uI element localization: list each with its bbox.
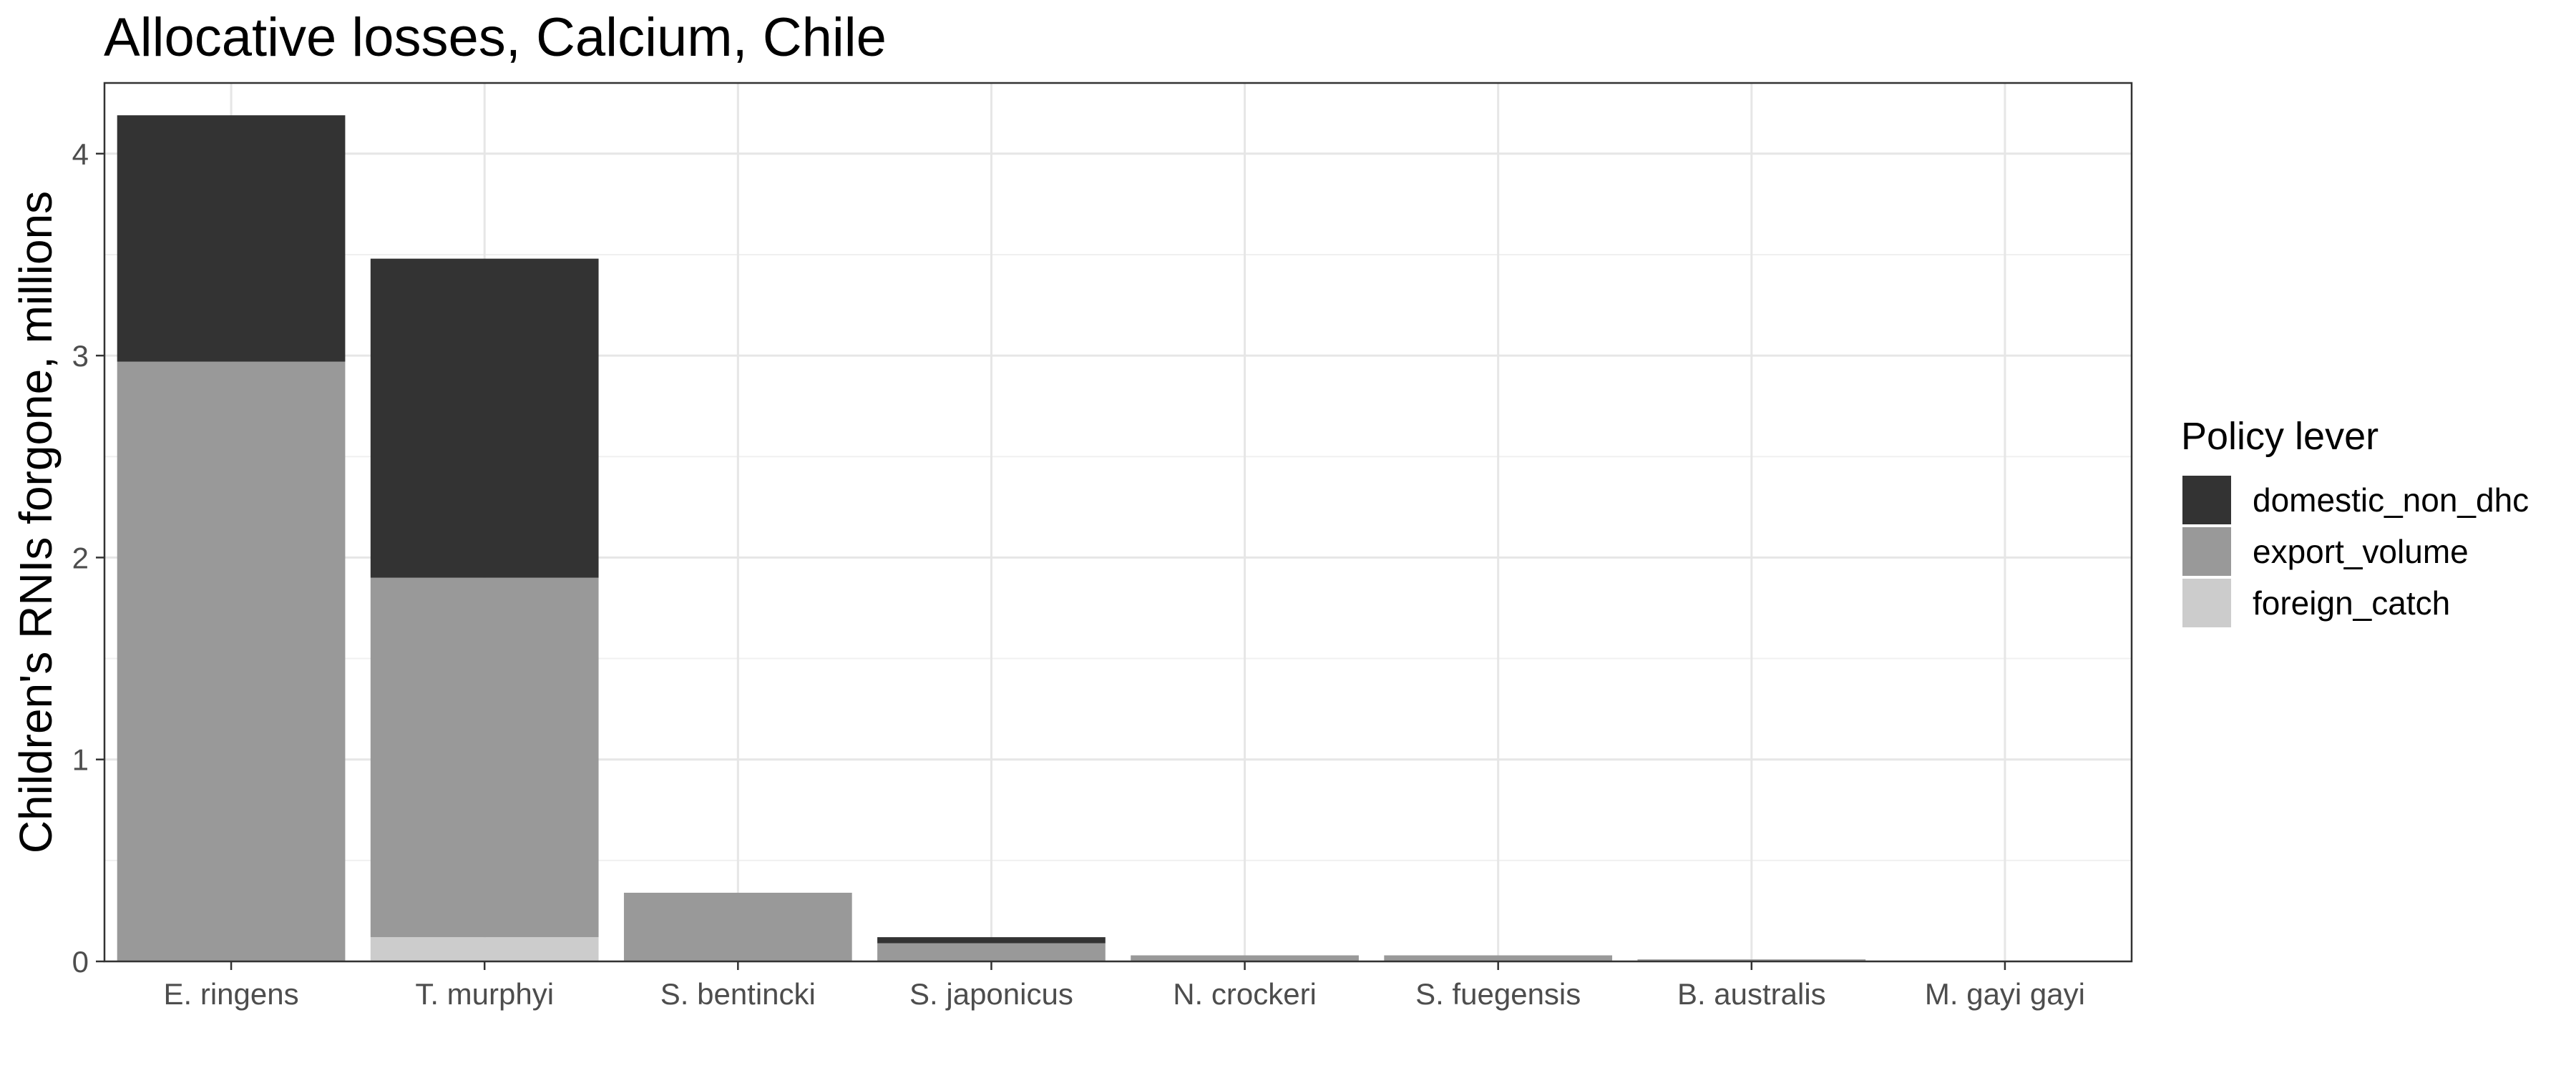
bar-export_volume-2 xyxy=(623,893,852,961)
x-tick-label: E. ringens xyxy=(164,977,299,1011)
x-axis: E. ringens T. murphyi S. bentincki S. japon… xyxy=(164,961,2085,1011)
x-tick-label: M. gayi gayi xyxy=(1925,977,2085,1011)
bars xyxy=(117,115,1866,962)
x-tick-label: N. crockeri xyxy=(1173,977,1317,1011)
bar-export_volume-6 xyxy=(1637,959,1866,961)
x-tick-label: B. australis xyxy=(1677,977,1826,1011)
bar-foreign_catch-1 xyxy=(370,937,599,961)
x-tick-label: S. fuegensis xyxy=(1415,977,1581,1011)
y-tick-label: 4 xyxy=(72,137,89,171)
bar-domestic_non_dhc-1 xyxy=(370,258,599,578)
bar-export_volume-0 xyxy=(117,361,346,962)
bar-domestic_non_dhc-0 xyxy=(117,115,346,362)
x-tick-label: T. murphyi xyxy=(415,977,554,1011)
y-tick-label: 1 xyxy=(72,743,89,777)
bar-export_volume-5 xyxy=(1384,955,1613,961)
legend-key-export_volume xyxy=(2182,527,2231,576)
legend-label-export_volume: export_volume xyxy=(2253,533,2469,570)
y-tick-label: 3 xyxy=(72,339,89,373)
bar-export_volume-1 xyxy=(370,577,599,938)
bar-export_volume-4 xyxy=(1131,955,1359,961)
x-tick-label: S. japonicus xyxy=(909,977,1073,1011)
panel-border xyxy=(103,82,2133,963)
y-tick-label: 2 xyxy=(72,541,89,574)
legend-key-foreign_catch xyxy=(2182,579,2231,627)
chart-title: Allocative losses, Calcium, Chile xyxy=(104,7,887,68)
bar-export_volume-3 xyxy=(877,943,1106,961)
y-axis-label: Children's RNIs forgone, millions xyxy=(10,191,62,853)
y-axis: 0 1 2 3 4 xyxy=(72,137,104,979)
legend: Policy lever domestic_non_dhc export_volu… xyxy=(2181,415,2529,627)
x-tick-label: S. bentincki xyxy=(660,977,816,1011)
bar-domestic_non_dhc-3 xyxy=(877,937,1106,944)
legend-title: Policy lever xyxy=(2181,415,2379,458)
legend-label-foreign_catch: foreign_catch xyxy=(2253,584,2450,622)
legend-label-domestic_non_dhc: domestic_non_dhc xyxy=(2253,481,2529,519)
legend-key-domestic_non_dhc xyxy=(2182,476,2231,524)
y-tick-label: 0 xyxy=(72,945,89,979)
